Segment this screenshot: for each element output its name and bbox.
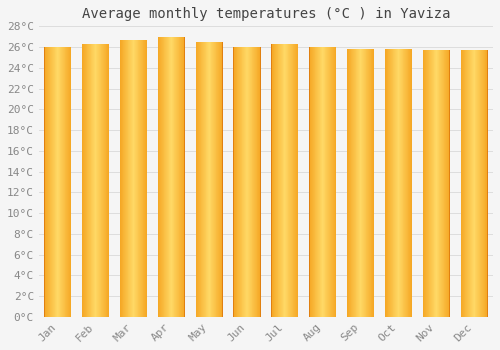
Title: Average monthly temperatures (°C ) in Yaviza: Average monthly temperatures (°C ) in Ya…	[82, 7, 450, 21]
